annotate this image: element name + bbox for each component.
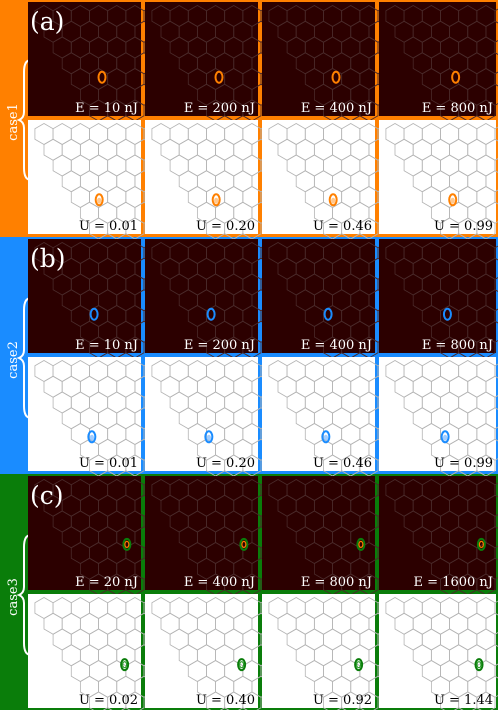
hotspot-marker xyxy=(89,307,99,321)
hotspot-marker xyxy=(87,430,97,444)
energy-label: E = 800 nJ xyxy=(422,338,493,353)
hotspot-marker xyxy=(214,70,224,84)
panel-letter-c: (c) xyxy=(30,481,64,510)
plot-panel: E = 400 nJ xyxy=(262,2,434,138)
plot-panel: E = 1600 nJ xyxy=(379,476,498,612)
u-value-label: U = 0.92 xyxy=(313,693,372,708)
energy-label: E = 1600 nJ xyxy=(414,575,493,590)
u-value-label: U = 0.02 xyxy=(79,693,138,708)
plot-panel: E = 800 nJ xyxy=(262,476,434,612)
plot-panel: U = 0.46 xyxy=(262,120,434,256)
u-value-label: U = 0.46 xyxy=(313,456,372,471)
energy-label: E = 400 nJ xyxy=(301,101,372,116)
u-value-label: U = 0.40 xyxy=(196,693,255,708)
energy-label: E = 800 nJ xyxy=(301,575,372,590)
hotspot-marker xyxy=(323,307,333,321)
plot-panel: E = 800 nJ xyxy=(379,2,498,138)
hotspot-marker xyxy=(204,430,214,444)
plot-panel: E = 10 nJ xyxy=(28,239,200,375)
plot-panel: E = 200 nJ xyxy=(145,2,317,138)
energy-label: E = 10 nJ xyxy=(75,101,138,116)
u-value-label: U = 0.20 xyxy=(196,219,255,234)
plot-panel: U = 0.01 xyxy=(28,120,200,256)
hotspot-marker xyxy=(440,430,450,444)
plot-panel: E = 10 nJ xyxy=(28,2,200,138)
hotspot-marker xyxy=(206,307,216,321)
panel-letter-a: (a) xyxy=(30,7,64,36)
plot-panel: E = 800 nJ xyxy=(379,239,498,375)
plot-panel: U = 0.99 xyxy=(379,120,498,256)
hotspot-marker xyxy=(237,658,247,672)
hotspot-marker xyxy=(474,658,484,672)
hotspot-marker xyxy=(356,537,366,551)
hotspot-marker xyxy=(239,537,249,551)
hotspot-marker xyxy=(120,658,130,672)
hotspot-marker xyxy=(448,193,458,207)
plot-panel: E = 20 nJ xyxy=(28,476,200,612)
plot-panel: E = 400 nJ xyxy=(262,239,434,375)
plot-panel: E = 400 nJ xyxy=(145,476,317,612)
plot-panel: E = 200 nJ xyxy=(145,239,317,375)
energy-label: E = 20 nJ xyxy=(75,575,138,590)
energy-label: E = 10 nJ xyxy=(75,338,138,353)
energy-label: E = 800 nJ xyxy=(422,101,493,116)
case2-brace-icon xyxy=(16,297,32,419)
energy-label: E = 400 nJ xyxy=(301,338,372,353)
u-value-label: U = 0.99 xyxy=(434,456,493,471)
hotspot-marker xyxy=(328,193,338,207)
plot-panel: U = 0.20 xyxy=(145,120,317,256)
u-value-label: U = 0.01 xyxy=(79,219,138,234)
plot-panel: U = 0.99 xyxy=(379,357,498,493)
case1-label: case1 xyxy=(6,103,21,141)
plot-panel: U = 0.20 xyxy=(145,357,317,493)
u-value-label: U = 0.46 xyxy=(313,219,372,234)
u-value-label: U = 1.44 xyxy=(434,693,493,708)
energy-label: E = 200 nJ xyxy=(184,338,255,353)
case3-label: case3 xyxy=(6,578,21,616)
hotspot-marker xyxy=(442,307,452,321)
energy-label: E = 400 nJ xyxy=(184,575,255,590)
plot-panel: U = 0.46 xyxy=(262,357,434,493)
panel-letter-b: (b) xyxy=(30,244,66,273)
plot-panel: U = 0.01 xyxy=(28,357,200,493)
hotspot-marker xyxy=(354,658,364,672)
plot-panel: U = 0.92 xyxy=(262,594,434,710)
hotspot-marker xyxy=(97,70,107,84)
case1-brace-icon xyxy=(16,59,32,181)
energy-label: E = 200 nJ xyxy=(184,101,255,116)
u-value-label: U = 0.01 xyxy=(79,456,138,471)
plot-panel: U = 0.40 xyxy=(145,594,317,710)
hotspot-marker xyxy=(321,430,331,444)
u-value-label: U = 0.20 xyxy=(196,456,255,471)
hotspot-marker xyxy=(476,537,486,551)
panel-grid: E = 10 nJ E = 200 nJ E = 400 nJ E = 800 nJ U… xyxy=(28,2,498,710)
hotspot-marker xyxy=(451,70,461,84)
case3-brace-icon xyxy=(16,534,32,656)
plot-panel: U = 0.02 xyxy=(28,594,200,710)
plot-panel: U = 1.44 xyxy=(379,594,498,710)
case2-label: case2 xyxy=(6,341,21,379)
hotspot-marker xyxy=(94,193,104,207)
hotspot-marker xyxy=(331,70,341,84)
hotspot-marker xyxy=(211,193,221,207)
hotspot-marker xyxy=(122,537,132,551)
u-value-label: U = 0.99 xyxy=(434,219,493,234)
